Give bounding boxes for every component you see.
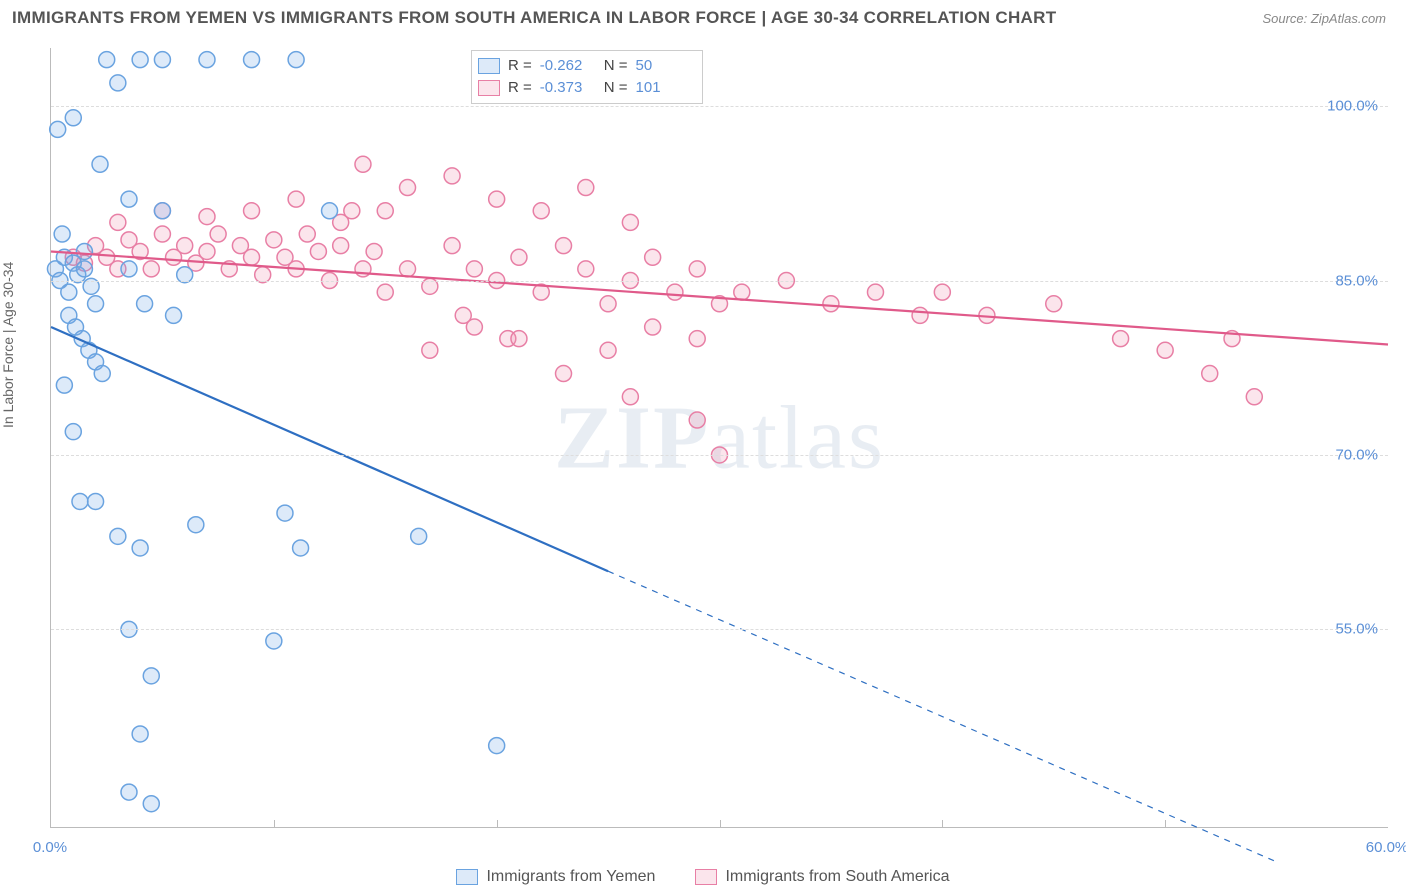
x-tick-label: 0.0% (33, 839, 67, 856)
y-axis-label: In Labor Force | Age 30-34 (0, 262, 16, 428)
swatch-sa (478, 80, 500, 96)
r-label: R = (508, 77, 532, 99)
chart-svg (51, 48, 1388, 827)
swatch-yemen (478, 58, 500, 74)
chart-plot-area: ZIPatlas R = -0.262 N = 50 R = -0.373 N … (50, 48, 1388, 828)
swatch-yemen (456, 869, 478, 885)
legend-row-yemen: R = -0.262 N = 50 (478, 55, 692, 77)
x-tick-label: 60.0% (1366, 839, 1406, 856)
n-value-yemen: 50 (636, 55, 692, 77)
legend-item-yemen: Immigrants from Yemen (456, 868, 655, 886)
y-tick-label: 55.0% (1335, 621, 1378, 638)
legend-item-sa: Immigrants from South America (695, 868, 949, 886)
n-label: N = (604, 55, 628, 77)
legend-label-sa: Immigrants from South America (725, 868, 949, 886)
r-label: R = (508, 55, 532, 77)
legend-row-sa: R = -0.373 N = 101 (478, 77, 692, 99)
series-legend: Immigrants from Yemen Immigrants from So… (0, 868, 1406, 886)
swatch-sa (695, 869, 717, 885)
n-label: N = (604, 77, 628, 99)
y-tick-label: 100.0% (1327, 98, 1378, 115)
source-label: Source: ZipAtlas.com (1262, 11, 1386, 26)
n-value-sa: 101 (636, 77, 692, 99)
r-value-sa: -0.373 (540, 77, 596, 99)
correlation-legend: R = -0.262 N = 50 R = -0.373 N = 101 (471, 50, 703, 104)
y-tick-label: 85.0% (1335, 272, 1378, 289)
r-value-yemen: -0.262 (540, 55, 596, 77)
chart-title: IMMIGRANTS FROM YEMEN VS IMMIGRANTS FROM… (12, 8, 1056, 28)
y-tick-label: 70.0% (1335, 446, 1378, 463)
legend-label-yemen: Immigrants from Yemen (486, 868, 655, 886)
